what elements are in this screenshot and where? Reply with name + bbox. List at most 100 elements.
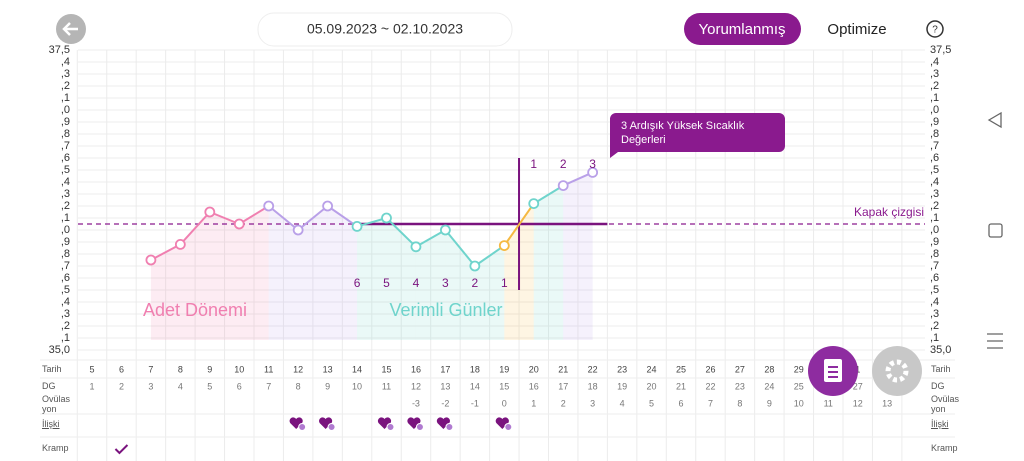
high-count: 2 — [560, 157, 567, 171]
temp-point — [587, 166, 599, 178]
date-label: 21 — [558, 364, 568, 374]
cycle-day: 9 — [325, 381, 330, 391]
cycle-day: 27 — [853, 381, 863, 391]
ovulation-day: 13 — [882, 398, 892, 408]
cycle-day: 23 — [735, 381, 745, 391]
date-label: 27 — [735, 364, 745, 374]
y-tick-label: ,6 — [930, 152, 939, 164]
y-tick-label: ,6 — [61, 272, 70, 284]
y-tick-label: ,7 — [930, 260, 939, 272]
cycle-day: 7 — [266, 381, 271, 391]
y-tick-label: ,7 — [61, 140, 70, 152]
temp-point — [263, 200, 275, 212]
area-fill — [298, 206, 328, 340]
date-label: 9 — [207, 364, 212, 374]
ovulation-day: 1 — [531, 398, 536, 408]
y-tick-label: ,8 — [61, 128, 70, 140]
date-label: 14 — [352, 364, 362, 374]
area-fill — [209, 212, 240, 340]
date-box[interactable] — [257, 12, 513, 47]
ovulation-day: 6 — [678, 398, 683, 408]
cycle-day: 15 — [499, 381, 509, 391]
heart-icon — [318, 417, 333, 429]
temp-point — [322, 200, 334, 212]
y-tick-label: ,2 — [930, 200, 939, 212]
row-label: İlişki — [931, 419, 949, 429]
date-label: 7 — [148, 364, 153, 374]
temp-point — [292, 224, 304, 236]
ovulation-day: 4 — [620, 398, 625, 408]
y-tick-label: ,1 — [930, 212, 939, 224]
ovulation-day: 3 — [590, 398, 595, 408]
area-fill — [239, 206, 269, 340]
date-label: 17 — [440, 364, 450, 374]
row-label: İlişki — [42, 419, 60, 429]
temp-point — [528, 198, 540, 210]
low-count: 3 — [442, 276, 449, 290]
y-tick-label: ,7 — [61, 260, 70, 272]
y-tick-label: ,0 — [930, 224, 939, 236]
ovulation-day: 8 — [737, 398, 742, 408]
low-count: 4 — [413, 276, 420, 290]
row-label: Ovülasyon — [931, 394, 960, 414]
temp-line — [179, 211, 211, 246]
area-fill — [327, 206, 358, 340]
tab-label[interactable]: Optimize — [827, 21, 886, 38]
temp-line — [297, 205, 329, 231]
y-tick-label: ,1 — [930, 92, 939, 104]
cycle-day: 18 — [588, 381, 598, 391]
heart-badge — [504, 423, 513, 431]
y-tick-label: 35,0 — [930, 344, 951, 356]
y-tick-label: ,0 — [61, 224, 70, 236]
heart-badge — [445, 423, 454, 431]
temp-line — [385, 217, 417, 248]
row-label: DG — [42, 381, 56, 391]
area-fill — [268, 206, 299, 340]
nav-home[interactable] — [988, 223, 1003, 238]
settings-button[interactable] — [872, 346, 922, 396]
temp-point — [351, 220, 363, 232]
y-tick-label: ,6 — [61, 152, 70, 164]
date-label: 28 — [764, 364, 774, 374]
temp-point — [439, 224, 451, 236]
date-label: 26 — [705, 364, 715, 374]
annotation: Adet Dönemi — [143, 300, 247, 320]
area-fill — [415, 230, 446, 340]
temp-point — [174, 238, 186, 250]
y-tick-label: ,2 — [930, 80, 939, 92]
annotation: Verimli Günler — [389, 300, 502, 320]
temp-line — [150, 243, 181, 261]
ovulation-day: 5 — [649, 398, 654, 408]
y-tick-label: ,3 — [61, 68, 70, 80]
date-label: 20 — [529, 364, 539, 374]
heart-icon — [407, 417, 421, 429]
settings-icon — [885, 359, 909, 383]
y-tick-label: ,9 — [930, 236, 939, 248]
cycle-day: 5 — [207, 381, 212, 391]
nav-back[interactable] — [987, 111, 1002, 129]
help-button[interactable] — [926, 20, 944, 38]
temp-line — [444, 229, 476, 267]
cycle-day: 4 — [178, 381, 183, 391]
cycle-day: 8 — [296, 381, 301, 391]
cycle-day: 11 — [382, 381, 391, 391]
tab-active[interactable] — [684, 13, 801, 45]
ovulation-day: 10 — [794, 398, 804, 408]
heart-badge — [298, 423, 307, 431]
low-count: 5 — [383, 276, 390, 290]
y-tick-label: ,5 — [61, 164, 70, 176]
y-tick-label: ,2 — [61, 320, 70, 332]
cycle-day: 6 — [237, 381, 242, 391]
callout-text: 3 Ardışık Yüksek Sıcaklık Değerleri — [621, 120, 745, 146]
nav-recent[interactable] — [987, 333, 1003, 349]
kramp-check — [114, 444, 129, 455]
y-tick-label: ,0 — [930, 104, 939, 116]
ovulation-day: -2 — [441, 398, 449, 408]
ovulation-day: 0 — [502, 398, 507, 408]
tab-label[interactable]: Yorumlanmış — [699, 21, 786, 38]
y-tick-label: ,8 — [61, 248, 70, 260]
area-fill — [357, 218, 387, 340]
y-tick-label: ,4 — [61, 296, 70, 308]
temp-point — [381, 212, 392, 224]
date-label: 24 — [647, 364, 657, 374]
